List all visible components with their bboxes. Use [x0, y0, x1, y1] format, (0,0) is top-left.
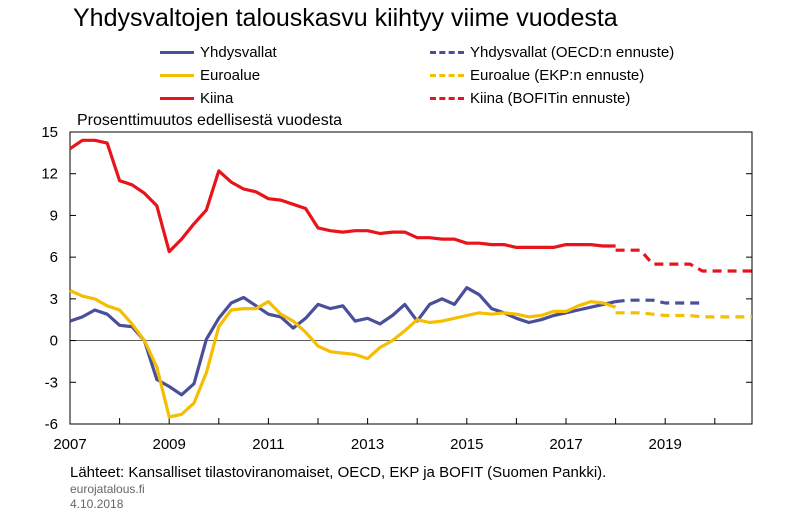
series-line-2 [69, 138, 616, 254]
legend-item-kiina-forecast: Kiina (BOFITin ennuste) [430, 90, 630, 107]
legend-swatch-euroalue [160, 74, 194, 77]
x-tick-label: 2015 [450, 436, 483, 453]
legend-label: Kiina [200, 90, 234, 107]
y-tick-label: 9 [50, 207, 58, 224]
date-label: 4.10.2018 [70, 497, 124, 511]
y-tick-label: 12 [41, 166, 58, 183]
legend-label: Yhdysvallat (OECD:n ennuste) [470, 44, 675, 61]
site-label: eurojatalous.fi [70, 482, 145, 496]
series-line-4 [615, 311, 752, 319]
legend-swatch-kiina-forecast [430, 97, 464, 100]
legend-item-euroalue: Euroalue [160, 67, 260, 84]
y-tick-label: -3 [45, 374, 58, 391]
x-tick-label: 2017 [549, 436, 582, 453]
y-tick-label: -6 [45, 416, 58, 433]
legend-label: Euroalue (EKP:n ennuste) [470, 67, 645, 84]
y-tick-label: 0 [50, 333, 58, 350]
legend-label: Yhdysvallat [200, 44, 277, 61]
legend-item-yhdysvallat-forecast: Yhdysvallat (OECD:n ennuste) [430, 44, 674, 61]
chart-title: Yhdysvaltojen talouskasvu kiihtyy viime … [73, 4, 618, 32]
legend-item-kiina: Kiina [160, 90, 233, 107]
x-tick-label: 2019 [649, 436, 682, 453]
series-line-0 [69, 286, 616, 397]
x-tick-label: 2011 [252, 436, 284, 453]
legend-swatch-yhdysvallat [160, 51, 194, 54]
legend-item-yhdysvallat: Yhdysvallat [160, 44, 277, 61]
legend-label: Kiina (BOFITin ennuste) [470, 90, 631, 107]
x-tick-label: 2009 [153, 436, 186, 453]
series-line-3 [615, 298, 703, 305]
y-tick-label: 3 [50, 291, 58, 308]
y-tick-label: 15 [41, 124, 58, 141]
legend-label: Euroalue [200, 67, 261, 84]
legend-swatch-euroalue-forecast [430, 74, 464, 77]
plot-frame [69, 131, 753, 425]
x-tick-label: 2007 [53, 436, 86, 453]
legend-swatch-kiina [160, 97, 194, 100]
series-line-1 [69, 289, 617, 419]
source-note: Lähteet: Kansalliset tilastoviranomaiset… [70, 464, 607, 481]
chart-legend: Yhdysvallat Euroalue Kiina Yhdysvallat (… [0, 0, 800, 120]
x-tick-label: 2013 [351, 436, 384, 453]
legend-swatch-yhdysvallat-forecast [430, 51, 464, 54]
series-line-5 [615, 248, 752, 273]
legend-item-euroalue-forecast: Euroalue (EKP:n ennuste) [430, 67, 644, 84]
y-axis-title: Prosenttimuutos edellisestä vuodesta [77, 112, 343, 129]
y-tick-label: 6 [50, 249, 58, 266]
